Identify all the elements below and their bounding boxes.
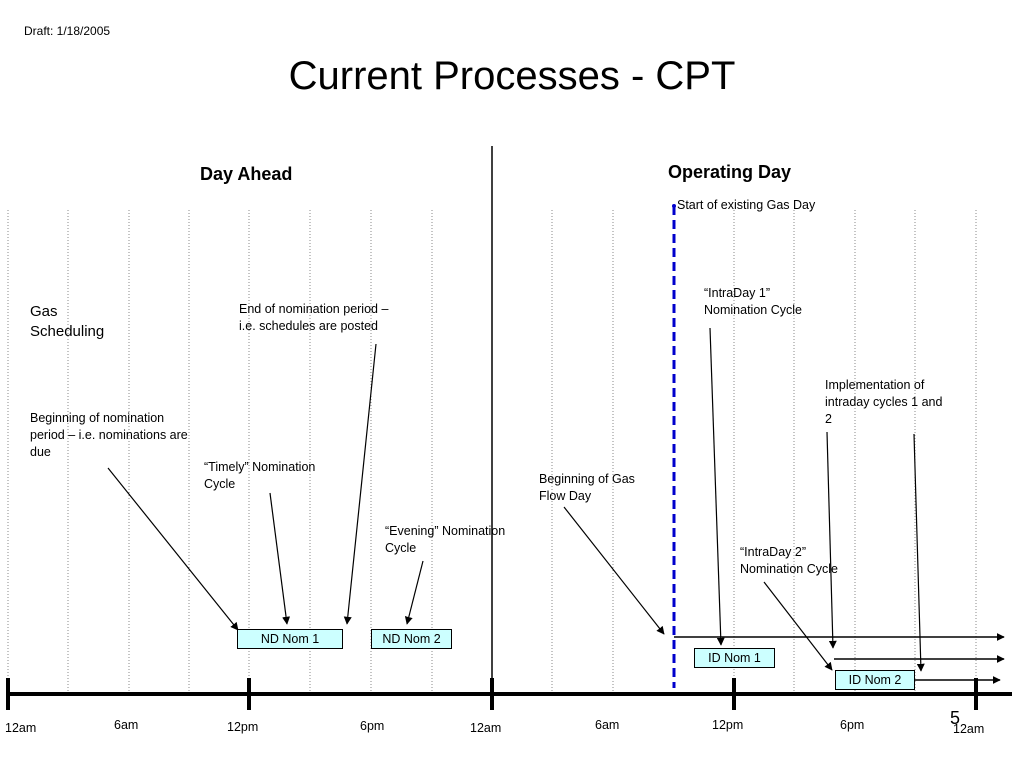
tick-label-6am-1: 6am xyxy=(114,718,139,732)
id-nom-1-box: ID Nom 1 xyxy=(694,648,775,668)
day-ahead-header: Day Ahead xyxy=(200,164,293,184)
tick-label-12am-1: 12am xyxy=(5,721,37,735)
tick-label-12pm-2: 12pm xyxy=(712,718,744,732)
gas-scheduling-label: Gas Scheduling xyxy=(30,303,105,340)
timely-cycle-label: “Timely” Nomination Cycle xyxy=(204,460,316,491)
slide-title: Current Processes - CPT xyxy=(288,54,736,98)
start-gas-day-label: Start of existing Gas Day xyxy=(677,198,816,212)
callout-arrows xyxy=(107,327,925,672)
intraday1-cycle-label: “IntraDay 1” Nomination Cycle xyxy=(704,286,802,317)
beginning-nomination-label: Beginning of nomination period – i.e. no… xyxy=(30,411,188,459)
operating-day-header: Operating Day xyxy=(668,162,792,182)
flow-arrows xyxy=(674,633,1005,684)
page-number: 5 xyxy=(950,708,961,728)
nd-nom-2-box: ND Nom 2 xyxy=(371,629,452,649)
intraday2-cycle-label: “IntraDay 2” Nomination Cycle xyxy=(740,545,838,576)
beginning-gas-flow-label: Beginning of Gas Flow Day xyxy=(539,472,635,503)
nd-nom-1-box: ND Nom 1 xyxy=(237,629,343,649)
tick-label-6pm-2: 6pm xyxy=(840,718,865,732)
tick-label-6pm-1: 6pm xyxy=(360,719,385,733)
tick-label-12pm-1: 12pm xyxy=(227,720,259,734)
end-nomination-label: End of nomination period – i.e. schedule… xyxy=(239,302,389,333)
draft-date: Draft: 1/18/2005 xyxy=(24,24,111,38)
evening-cycle-label: “Evening” Nomination Cycle xyxy=(385,524,506,555)
gas-day-start-dot xyxy=(672,204,676,208)
id-nom-2-box: ID Nom 2 xyxy=(835,670,915,690)
implementation-label: Implementation of intraday cycles 1 and … xyxy=(825,378,943,426)
tick-label-12am-2: 12am xyxy=(470,721,502,735)
tick-label-12am-3: 12am xyxy=(953,722,985,736)
timeline-tick-marks xyxy=(6,678,978,710)
tick-label-6am-2: 6am xyxy=(595,718,620,732)
